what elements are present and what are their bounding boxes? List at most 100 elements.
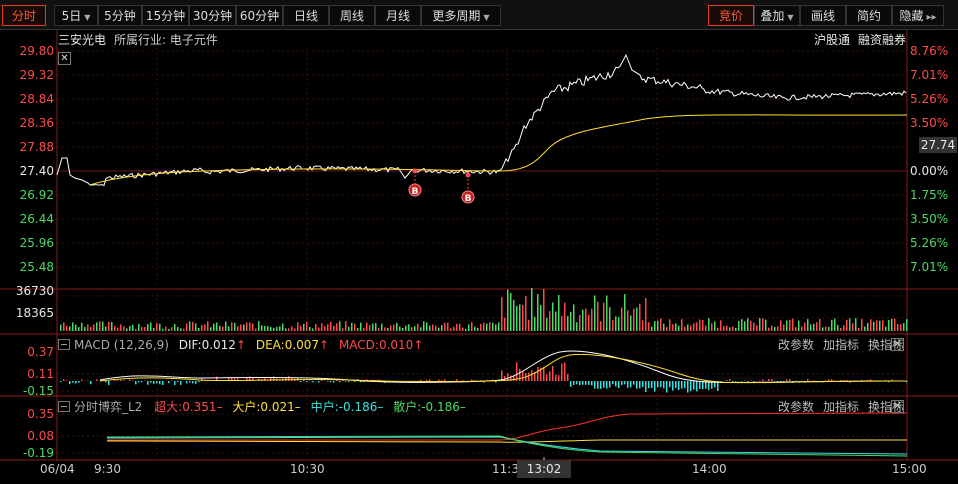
- macd-bar: [117, 380, 119, 381]
- macd-bar: [906, 381, 908, 383]
- volume-bar: [408, 324, 410, 331]
- volume-bar: [645, 298, 647, 331]
- arrow-up-icon: ↑: [235, 338, 246, 352]
- tab-intraday[interactable]: 分时: [2, 5, 46, 26]
- price-tick: 29.80: [19, 44, 54, 58]
- macd-bar: [96, 379, 98, 381]
- volume-bar: [411, 327, 413, 331]
- volume-bar: [861, 318, 863, 331]
- macd-bar: [540, 367, 542, 381]
- double-chevron-right-icon: ▸▸: [926, 12, 937, 23]
- margin-link[interactable]: 融资融券: [857, 33, 906, 47]
- volume-bar: [522, 305, 524, 331]
- hsgt-link[interactable]: 沪股通: [813, 33, 850, 47]
- period-15m-button[interactable]: 15分钟: [142, 5, 189, 26]
- macd-bar: [129, 379, 131, 381]
- period-more-dropdown[interactable]: 更多周期 ▼: [421, 5, 501, 26]
- volume-bar: [243, 324, 245, 331]
- macd-bar: [657, 381, 659, 388]
- macd-bar: [885, 379, 887, 381]
- macd-bar: [606, 381, 608, 389]
- volume-bar: [885, 326, 887, 331]
- macd-bar: [246, 377, 248, 381]
- game-add-button[interactable]: 加指标: [822, 400, 859, 414]
- macd-bar: [537, 367, 539, 381]
- macd-bar: [696, 381, 698, 392]
- macd-bar: [306, 381, 308, 383]
- volume-bar: [429, 325, 431, 331]
- volume-bar: [774, 326, 776, 331]
- close-icon[interactable]: ✕: [891, 400, 904, 413]
- macd-add-button[interactable]: 加指标: [822, 338, 859, 352]
- macd-bar: [471, 379, 473, 381]
- collapse-icon[interactable]: [58, 339, 70, 350]
- call-auction-button[interactable]: 竞价: [708, 5, 754, 26]
- overlay-dropdown[interactable]: 叠加 ▼: [754, 5, 800, 26]
- close-icon[interactable]: ✕: [891, 338, 904, 351]
- macd-bar: [318, 381, 320, 383]
- period-day-button[interactable]: 日线: [283, 5, 329, 26]
- game-header: 分时博弈_L2 超大:0.351– 大户:0.021– 中户:-0.186– 散…: [58, 399, 466, 415]
- volume-bar: [576, 322, 578, 331]
- period-5m-button[interactable]: 5分钟: [98, 5, 142, 26]
- macd-bar: [234, 378, 236, 381]
- volume-bar: [660, 318, 662, 331]
- macd-bar: [588, 381, 590, 385]
- macd-bar: [279, 380, 281, 381]
- close-icon[interactable]: ✕: [58, 52, 71, 65]
- volume-bar: [756, 325, 758, 331]
- volume-bar: [141, 327, 143, 331]
- volume-bar: [495, 324, 497, 331]
- macd-bar: [771, 379, 773, 381]
- period-30m-button[interactable]: 30分钟: [189, 5, 236, 26]
- pct-tick: 7.01%: [910, 260, 949, 274]
- collapse-icon[interactable]: [58, 401, 70, 412]
- volume-bar: [210, 327, 212, 331]
- average-price-line: [89, 114, 908, 186]
- macd-bar: [87, 380, 89, 381]
- volume-bar: [564, 302, 566, 331]
- macd-header: MACD (12,26,9) DIF:0.012↑ DEA:0.007↑ MAC…: [58, 337, 423, 353]
- volume-bar: [384, 327, 386, 331]
- volume-bar: [477, 327, 479, 331]
- volume-bar: [624, 294, 626, 331]
- volume-bar: [819, 318, 821, 331]
- macd-bar: [708, 381, 710, 390]
- macd-params-button[interactable]: 改参数: [777, 338, 814, 352]
- period-60m-button[interactable]: 60分钟: [236, 5, 283, 26]
- volume-bar: [666, 326, 668, 331]
- volume-bar: [804, 322, 806, 331]
- period-month-button[interactable]: 月线: [375, 5, 421, 26]
- volume-bar: [390, 325, 392, 331]
- macd-bar: [828, 379, 830, 381]
- hide-button[interactable]: 隐藏 ▸▸: [892, 5, 944, 26]
- volume-bar: [402, 328, 404, 331]
- macd-bar: [456, 379, 458, 381]
- volume-bar: [555, 311, 557, 331]
- macd-bar: [744, 380, 746, 381]
- volume-bar: [153, 327, 155, 331]
- macd-bar: [300, 381, 302, 383]
- game-switch-button[interactable]: 换指标: [867, 400, 904, 414]
- volume-bar: [462, 327, 464, 331]
- game-params-button[interactable]: 改参数: [777, 400, 814, 414]
- volume-bar: [234, 322, 236, 331]
- macd-bar: [549, 371, 551, 381]
- macd-bar: [132, 380, 134, 381]
- volume-bar: [684, 326, 686, 331]
- macd-switch-button[interactable]: 换指标: [867, 338, 904, 352]
- period-toolbar: 分时 5日 ▼ 5分钟 15分钟 30分钟 60分钟 日线 周线 月线 更多周期 ▼…: [0, 0, 958, 30]
- macd-bar: [141, 381, 143, 383]
- macd-bar: [636, 381, 638, 389]
- macd-bar: [750, 380, 752, 381]
- draw-button[interactable]: 画线: [800, 5, 846, 26]
- volume-bar: [111, 322, 113, 331]
- period-5d-dropdown[interactable]: 5日 ▼: [54, 5, 98, 26]
- volume-bar: [834, 318, 836, 331]
- simple-button[interactable]: 简约: [846, 5, 892, 26]
- arrow-up-icon: ↑: [413, 338, 424, 352]
- buy-marker-icon: [408, 183, 422, 197]
- macd-bar: [339, 381, 341, 383]
- period-week-button[interactable]: 周线: [329, 5, 375, 26]
